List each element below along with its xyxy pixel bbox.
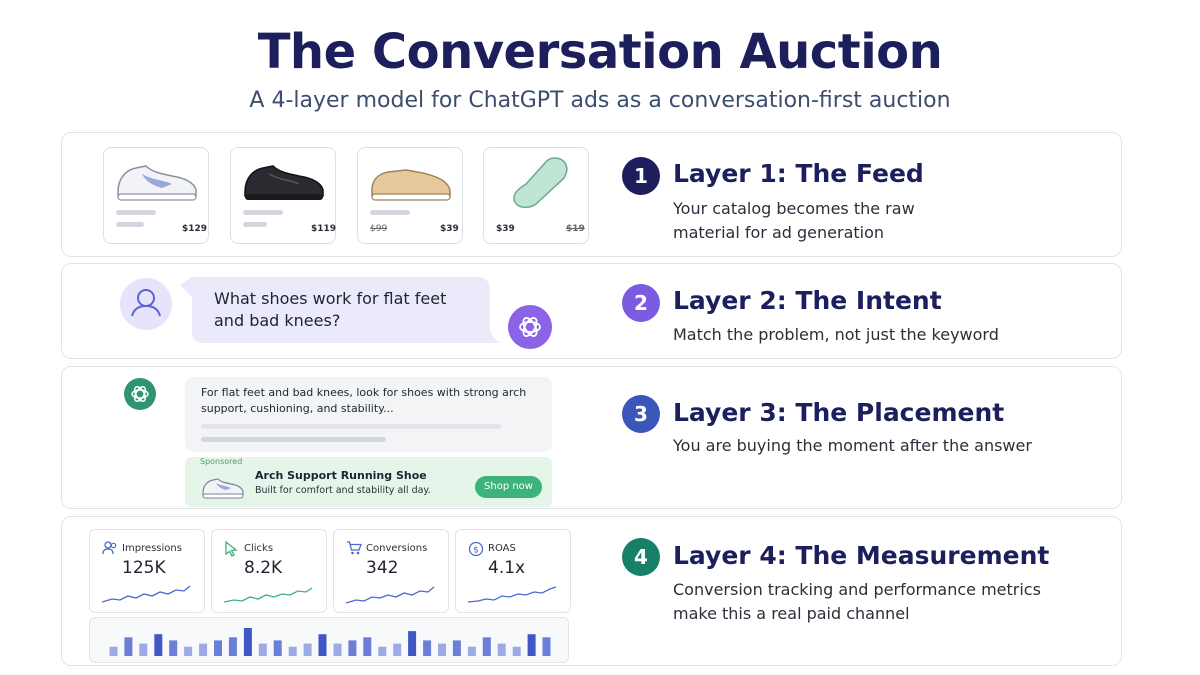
chatgpt-icon <box>519 317 541 337</box>
dollar-icon: $ <box>468 541 484 557</box>
layer-3-panel: For flat feet and bad knees, look for sh… <box>61 366 1122 509</box>
black-sneaker-icon <box>244 165 324 200</box>
ad-shoe-icon <box>202 478 244 499</box>
bar <box>482 637 491 656</box>
layer-number-badge: 3 <box>622 395 660 433</box>
bar <box>333 643 342 656</box>
bar <box>154 634 163 656</box>
metric-card-clicks: Clicks 8.2K <box>211 529 327 613</box>
layer-number-badge: 2 <box>622 284 660 322</box>
bar <box>318 634 327 656</box>
layer-title: Layer 3: The Placement <box>673 398 1005 427</box>
layer-description: Your catalog becomes the raw material fo… <box>673 199 915 242</box>
metric-label: Impressions <box>122 543 182 554</box>
metric-value: 8.2K <box>244 558 283 578</box>
bar <box>124 637 133 656</box>
chatgpt-logo <box>124 378 156 410</box>
bar <box>348 640 357 656</box>
metric-label: Clicks <box>244 543 274 554</box>
svg-text:$: $ <box>473 546 479 556</box>
bar <box>363 637 372 656</box>
bar <box>139 643 148 656</box>
metric-value: 342 <box>366 558 399 578</box>
sponsored-label: Sponsored <box>200 457 243 466</box>
bar <box>497 643 506 656</box>
bar <box>378 646 387 656</box>
product-card: $129 <box>103 147 209 244</box>
user-avatar <box>120 278 172 330</box>
chatgpt-icon <box>131 386 149 402</box>
cart-icon <box>347 541 362 555</box>
layer-title: Layer 2: The Intent <box>673 286 942 315</box>
answer-text: For flat feet and bad knees, look for sh… <box>201 386 527 415</box>
metric-card-impressions: Impressions 125K <box>89 529 205 613</box>
bar <box>438 643 446 656</box>
layer-description: Match the problem, not just the keyword <box>673 325 999 344</box>
user-icon <box>131 289 161 317</box>
bar <box>452 640 461 656</box>
product-price: $129 <box>182 224 208 234</box>
bar <box>214 640 222 656</box>
layer-1-panel: $129 $119 $99 $39 $39 $19 1 Layer 1: The… <box>61 132 1122 257</box>
chat-bubble <box>180 277 500 343</box>
layer-title: Layer 1: The Feed <box>673 159 924 188</box>
bar <box>408 631 417 656</box>
metric-card-conversions: Conversions 342 <box>333 529 449 613</box>
product-card: $39 $19 <box>483 147 589 244</box>
tan-slip-on-shoe-icon <box>371 169 451 201</box>
product-old-price: $99 <box>370 224 388 234</box>
bar <box>303 643 312 656</box>
layer-2-panel: What shoes work for flat feet and bad kn… <box>61 263 1122 359</box>
sparkline <box>102 585 191 603</box>
product-old-price: $39 <box>496 224 515 234</box>
bar <box>423 640 432 656</box>
chatgpt-logo <box>508 305 552 349</box>
bar <box>243 628 252 656</box>
bar <box>258 643 267 656</box>
metric-label: Conversions <box>366 543 428 554</box>
bar-chart-box <box>89 617 569 663</box>
white-sneaker-icon <box>117 165 197 201</box>
bar <box>273 640 282 656</box>
metric-card-roas: $ ROAS 4.1x <box>455 529 571 613</box>
ad-title: Arch Support Running Shoe <box>255 469 427 482</box>
layer-number-badge: 4 <box>622 538 660 576</box>
users-icon <box>102 541 117 555</box>
insole-icon <box>513 157 568 209</box>
bar <box>288 646 297 656</box>
sparkline <box>468 586 557 603</box>
product-price: $119 <box>311 224 337 234</box>
page-subtitle: A 4-layer model for ChatGPT ads as a con… <box>249 88 951 113</box>
sparkline <box>224 587 313 603</box>
page-title: The Conversation Auction <box>257 24 943 80</box>
layer-number-badge: 1 <box>622 157 660 195</box>
bar <box>467 646 476 656</box>
product-price: $19 <box>566 224 585 234</box>
metric-value: 125K <box>122 558 166 578</box>
product-card: $119 <box>230 147 336 244</box>
bar <box>228 637 237 656</box>
product-price: $39 <box>440 224 459 234</box>
sparkline <box>346 586 435 604</box>
bar <box>512 646 521 656</box>
metric-label: ROAS <box>488 543 516 554</box>
bar <box>199 643 208 656</box>
metric-value: 4.1x <box>488 558 526 578</box>
bar <box>109 646 118 656</box>
layer-description: Conversion tracking and performance metr… <box>673 580 1041 623</box>
bar-chart <box>109 628 551 656</box>
layer-description: You are buying the moment after the answ… <box>673 436 1032 455</box>
product-card: $99 $39 <box>357 147 463 244</box>
user-query-text: What shoes work for flat feet and bad kn… <box>214 289 447 330</box>
layer-title: Layer 4: The Measurement <box>673 541 1050 570</box>
bar <box>184 646 193 656</box>
bar <box>527 634 536 656</box>
bar <box>393 643 402 656</box>
cursor-icon <box>225 541 238 557</box>
bar <box>169 640 178 656</box>
ad-subtitle: Built for comfort and stability all day. <box>255 485 431 496</box>
layer-4-panel: Impressions 125K Clicks 8.2K Conversions… <box>61 516 1122 666</box>
shop-now-button[interactable]: Shop now <box>475 476 542 498</box>
bar <box>542 637 551 656</box>
